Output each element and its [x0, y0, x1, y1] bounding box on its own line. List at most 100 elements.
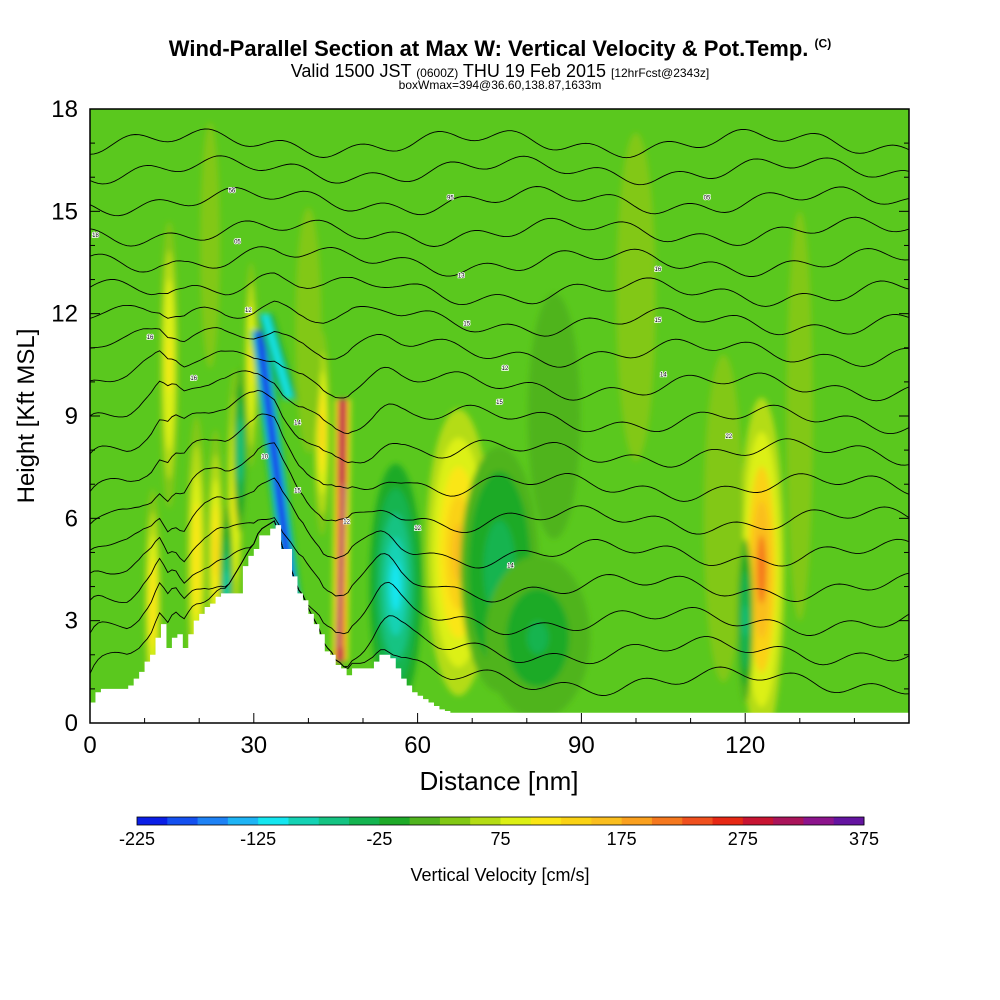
colorbar-frame — [136, 816, 865, 826]
colorbar-swatch — [742, 817, 774, 825]
isentrope-label: 16 — [147, 335, 154, 341]
velocity-cell — [213, 527, 218, 578]
colorbar-swatch — [712, 817, 744, 825]
x-axis-label: Distance [nm] — [420, 766, 579, 796]
valid-date: THU 19 Feb 2015 — [462, 61, 606, 81]
velocity-cell — [527, 621, 549, 655]
velocity-cell — [756, 535, 767, 604]
isentrope-label: 56 — [229, 188, 236, 194]
y-axis-label: Height [Kft MSL] — [13, 329, 40, 504]
isentrope-line — [90, 246, 909, 277]
y-tick-label: 3 — [65, 608, 78, 635]
isentrope-line — [90, 520, 909, 668]
isentrope-line — [90, 370, 909, 435]
isentrope-line — [90, 300, 909, 337]
colorbar-tick-label: -25 — [366, 829, 392, 849]
valid-time-utc: (0600Z) — [416, 66, 459, 80]
colorbar-tick-label: 75 — [490, 829, 510, 849]
velocity-cell — [208, 220, 213, 271]
colorbar-swatch — [227, 817, 259, 825]
velocity-cell — [305, 306, 312, 356]
colorbar-swatch — [137, 817, 168, 825]
colorbar: -225 -125 -25 75 175 275 375 — [119, 816, 879, 849]
isentrope-line — [90, 477, 909, 569]
isentrope-label: 10 — [261, 455, 268, 461]
isentropes: 18 56 05 95 05 13 16 12 16 15 15 16 12 14 15 14 10 22 15 12… — [90, 128, 909, 696]
colorbar-swatch — [167, 817, 199, 825]
isentrope-label: 14 — [294, 420, 301, 426]
colorbar-swatch — [682, 817, 714, 825]
y-tick-label: 18 — [51, 96, 78, 123]
axes: 0 30 60 90 120 0 3 6 9 12 15 18 — [51, 96, 909, 759]
colorbar-swatch — [773, 817, 804, 825]
colorbar-swatch — [591, 817, 623, 825]
isentrope-label: 14 — [660, 373, 667, 379]
colorbar-swatch — [500, 817, 532, 825]
isentrope-label: 12 — [502, 366, 509, 372]
isentrope-label: 05 — [704, 195, 711, 201]
y-tick-label: 9 — [65, 403, 78, 430]
isentrope-label: 15 — [294, 489, 301, 495]
velocity-cell — [194, 530, 199, 588]
velocity-cell — [719, 485, 728, 552]
isentrope-line — [90, 389, 909, 468]
velocity-cell — [743, 604, 748, 638]
plot-area: 18 56 05 95 05 13 16 12 16 15 15 16 12 14 15 14 10 22 15 12… — [90, 109, 909, 723]
velocity-cell — [249, 344, 254, 386]
copyright-mark: (C) — [814, 36, 832, 51]
colorbar-swatch — [318, 817, 350, 825]
y-tick-label: 0 — [65, 710, 78, 737]
isentrope-label: 22 — [725, 434, 732, 440]
velocity-cell — [238, 433, 243, 467]
y-tick-label: 6 — [65, 505, 78, 532]
x-tick-label: 60 — [404, 732, 431, 759]
isentrope-label: 16 — [190, 376, 197, 382]
colorbar-swatch — [288, 817, 320, 825]
isentrope-line — [90, 413, 909, 502]
y-tick-label: 12 — [51, 301, 78, 328]
isentrope-line — [90, 517, 909, 603]
colorbar-swatch — [349, 817, 380, 825]
colorbar-tick-label: -225 — [119, 829, 155, 849]
isentrope-line — [90, 155, 909, 186]
colorbar-swatch — [803, 817, 835, 825]
isentrope-line — [90, 186, 909, 217]
isentrope-label: 05 — [234, 240, 241, 246]
x-tick-label: 0 — [83, 732, 96, 759]
colorbar-swatch — [470, 817, 501, 825]
isentrope-label: 12 — [245, 308, 252, 314]
isentrope-line — [90, 216, 909, 247]
velocity-cell — [320, 412, 325, 454]
isentrope-line — [90, 520, 909, 696]
velocity-cell — [797, 375, 803, 457]
isentrope-line — [90, 442, 909, 535]
valid-time: Valid 1500 JST — [290, 61, 412, 81]
colorbar-swatch — [530, 817, 562, 825]
colorbar-swatch — [561, 817, 592, 825]
isentrope-label: 12 — [414, 526, 421, 532]
forecast-info: [12hrFcst@2343z] — [611, 66, 710, 80]
isentrope-label: 18 — [92, 233, 99, 239]
colorbar-swatch — [409, 817, 441, 825]
chart-title-text: Wind-Parallel Section at Max W: Vertical… — [168, 36, 809, 61]
x-tick-label: 120 — [725, 732, 765, 759]
x-tick-label: 90 — [568, 732, 595, 759]
isentrope-line — [90, 327, 909, 368]
isentrope-label: 15 — [496, 400, 503, 406]
colorbar-swatch — [621, 817, 653, 825]
colorbar-swatch — [258, 817, 289, 825]
isentrope-line — [90, 128, 909, 159]
colorbar-tick-label: 375 — [849, 829, 879, 849]
isentrope-line — [90, 350, 909, 402]
colorbar-swatch — [833, 817, 865, 825]
isentrope-label: 15 — [654, 318, 661, 324]
colorbar-swatch — [197, 817, 229, 825]
colorbar-swatch — [439, 817, 471, 825]
colorbar-swatch — [379, 817, 411, 825]
isentrope-label: 12 — [343, 519, 350, 525]
velocity-band — [262, 313, 292, 399]
velocity-cell — [390, 561, 402, 612]
isentrope-label: 13 — [458, 274, 465, 280]
terrain — [90, 525, 909, 723]
